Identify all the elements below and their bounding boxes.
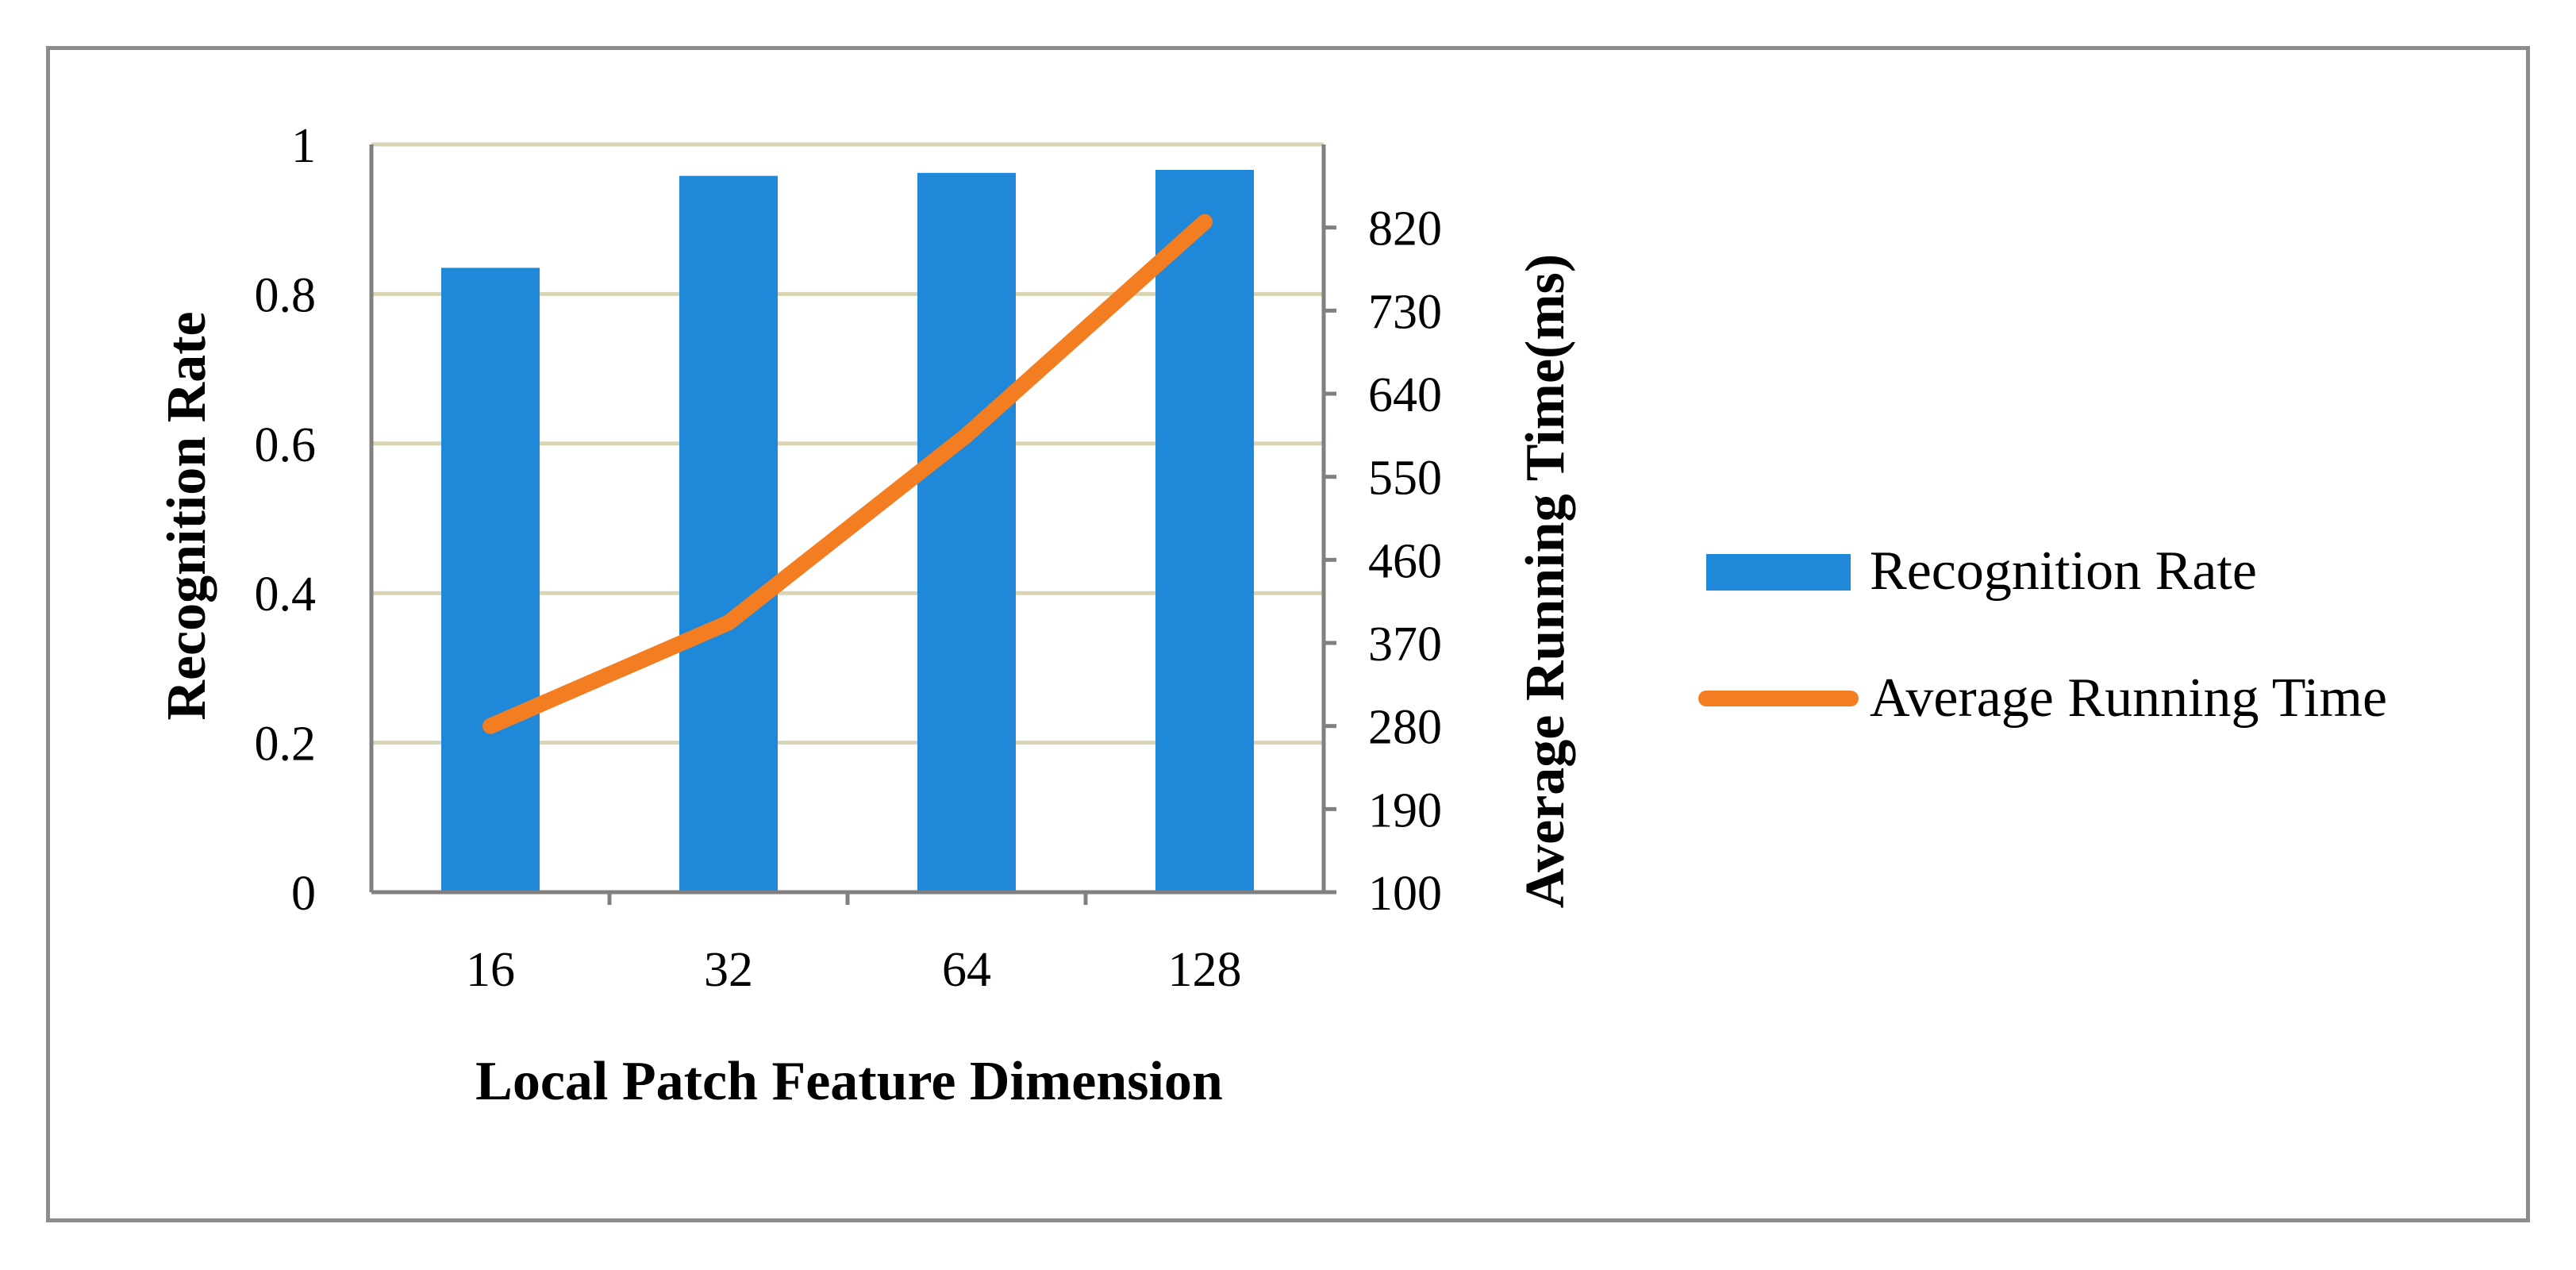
bar-recognition-rate	[917, 172, 1016, 892]
labels: Local Patch Feature Dimension Recognitio…	[156, 254, 1576, 1112]
y-left-tick-label: 0.2	[255, 718, 317, 772]
bar-recognition-rate	[441, 267, 540, 892]
y-right-axis-title: Average Running Time(ms)	[1515, 254, 1576, 908]
y-right-tick-label: 190	[1368, 783, 1442, 837]
line-average-running-time	[483, 214, 1213, 734]
y-left-tick-label: 1	[291, 119, 316, 173]
y-left-tick-label: 0.4	[255, 568, 317, 622]
x-axis-title: Local Patch Feature Dimension	[475, 1051, 1223, 1112]
y-left-tick-label: 0.6	[255, 418, 317, 472]
bar-recognition-rate	[679, 175, 778, 893]
y-left-tick-label: 0	[291, 867, 316, 921]
y-right-tick-label: 820	[1368, 202, 1442, 256]
y-right-tick-label: 460	[1368, 534, 1442, 588]
y-right-tick-label: 550	[1368, 452, 1442, 506]
x-tick-label: 32	[704, 943, 753, 997]
axes: 16 32 64 128 0 0.2 0.4 0.6 0.8 1 100 190 280 370 460 55…	[255, 119, 1443, 997]
y-right-tick-label: 730	[1368, 285, 1442, 339]
point-average-running-time	[490, 725, 491, 727]
point-average-running-time	[1204, 221, 1205, 223]
legend: Recognition Rate Average Running Time	[1698, 541, 2387, 729]
legend-swatch-recognition-rate	[1706, 554, 1851, 591]
legend-label-recognition-rate: Recognition Rate	[1870, 541, 2257, 602]
x-tick-label: 64	[942, 943, 991, 997]
point-average-running-time	[728, 622, 729, 624]
legend-label-average-running-time: Average Running Time	[1870, 668, 2387, 729]
x-tick-label: 16	[466, 943, 515, 997]
y-right-tick-label: 640	[1368, 368, 1442, 422]
y-left-tick-label: 0.8	[255, 268, 317, 322]
y-right-tick-label: 100	[1368, 867, 1442, 921]
bars	[441, 170, 1254, 893]
point-average-running-time	[966, 434, 967, 437]
time-line-layer	[483, 214, 1213, 734]
x-tick-label: 128	[1168, 943, 1242, 997]
bar-recognition-rate	[1155, 170, 1254, 892]
y-right-tick-label: 280	[1368, 701, 1442, 755]
y-right-tick-label: 370	[1368, 618, 1442, 672]
y-left-axis-title: Recognition Rate	[156, 311, 217, 720]
